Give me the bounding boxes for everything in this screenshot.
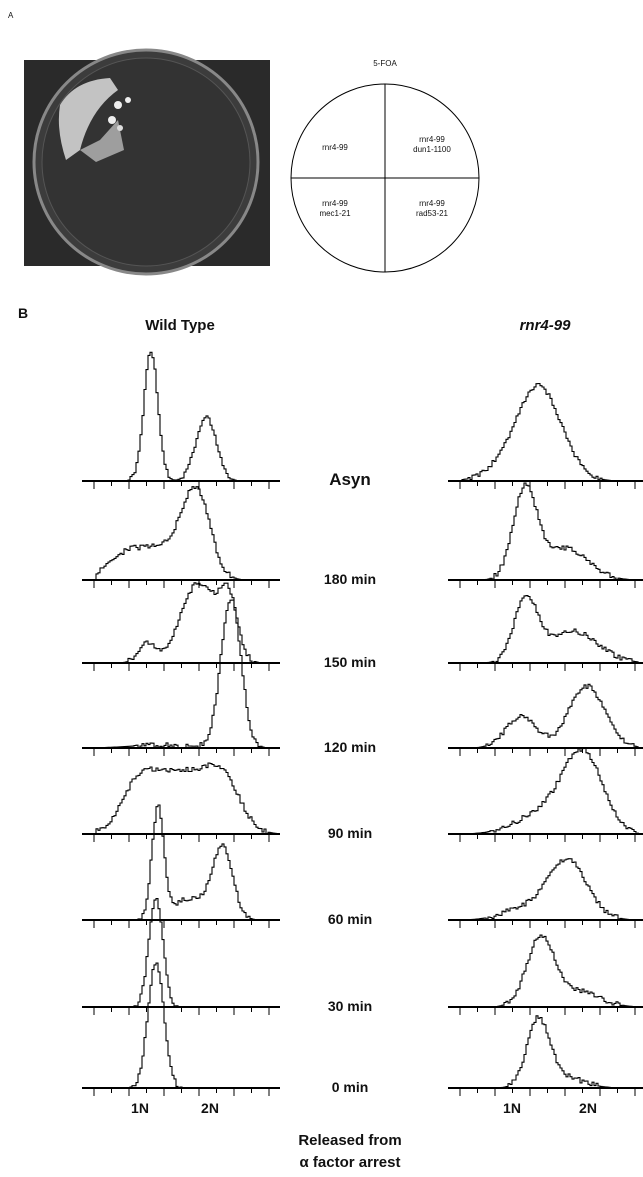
quadrant-line: mec1-21	[319, 209, 351, 218]
x-tick-label: 1N	[131, 1100, 149, 1116]
quadrant-label: rnr4-99 dun1-1100	[413, 135, 451, 154]
histogram	[96, 582, 276, 664]
column-title: rnr4-99	[520, 317, 572, 334]
histogram	[95, 599, 276, 749]
histogram	[462, 934, 639, 1008]
row-label: 30 min	[328, 998, 372, 1014]
quadrant-line: rnr4-99	[419, 199, 445, 208]
histogram	[95, 762, 277, 835]
row-label: Asyn	[329, 470, 371, 489]
histogram	[461, 747, 639, 835]
row-label: 120 min	[324, 739, 376, 755]
panel-label: B	[18, 305, 28, 321]
quadrant-line: rad53-21	[416, 209, 449, 218]
histogram	[462, 683, 639, 749]
quadrant-label: rnr4-99 rad53-21	[416, 199, 449, 218]
row-label: 180 min	[324, 571, 376, 587]
x-tick-label: 1N	[503, 1100, 521, 1116]
histogram	[96, 804, 276, 921]
plate-title: 5-FOA	[373, 59, 397, 68]
plate-photo	[24, 48, 270, 276]
histogram	[461, 858, 639, 921]
histogram	[461, 382, 638, 482]
quadrant-line: rnr4-99	[419, 135, 445, 144]
footer: Released from	[298, 1132, 401, 1149]
x-tick-label: 2N	[579, 1100, 597, 1116]
quadrant-label: rnr4-99 mec1-21	[319, 199, 351, 218]
histogram	[95, 486, 276, 581]
histogram	[96, 351, 276, 482]
row-label: 0 min	[332, 1079, 369, 1095]
histogram	[462, 595, 639, 664]
column-title: Wild Type	[145, 317, 215, 334]
quadrant-label: rnr4-99	[322, 143, 348, 152]
histogram	[96, 898, 276, 1008]
x-tick-label: 2N	[201, 1100, 219, 1116]
histogram	[96, 962, 276, 1089]
plate-diagram	[290, 83, 480, 273]
histogram	[462, 482, 639, 581]
quadrant-line: dun1-1100	[413, 145, 451, 154]
row-label: 90 min	[328, 825, 372, 841]
quadrant-line: rnr4-99	[322, 199, 348, 208]
footer: α factor arrest	[300, 1154, 401, 1171]
row-label: 60 min	[328, 911, 372, 927]
histogram	[462, 1015, 638, 1089]
panel-label: A	[8, 11, 14, 20]
row-label: 150 min	[324, 654, 376, 670]
quadrant-line: rnr4-99	[322, 143, 348, 152]
